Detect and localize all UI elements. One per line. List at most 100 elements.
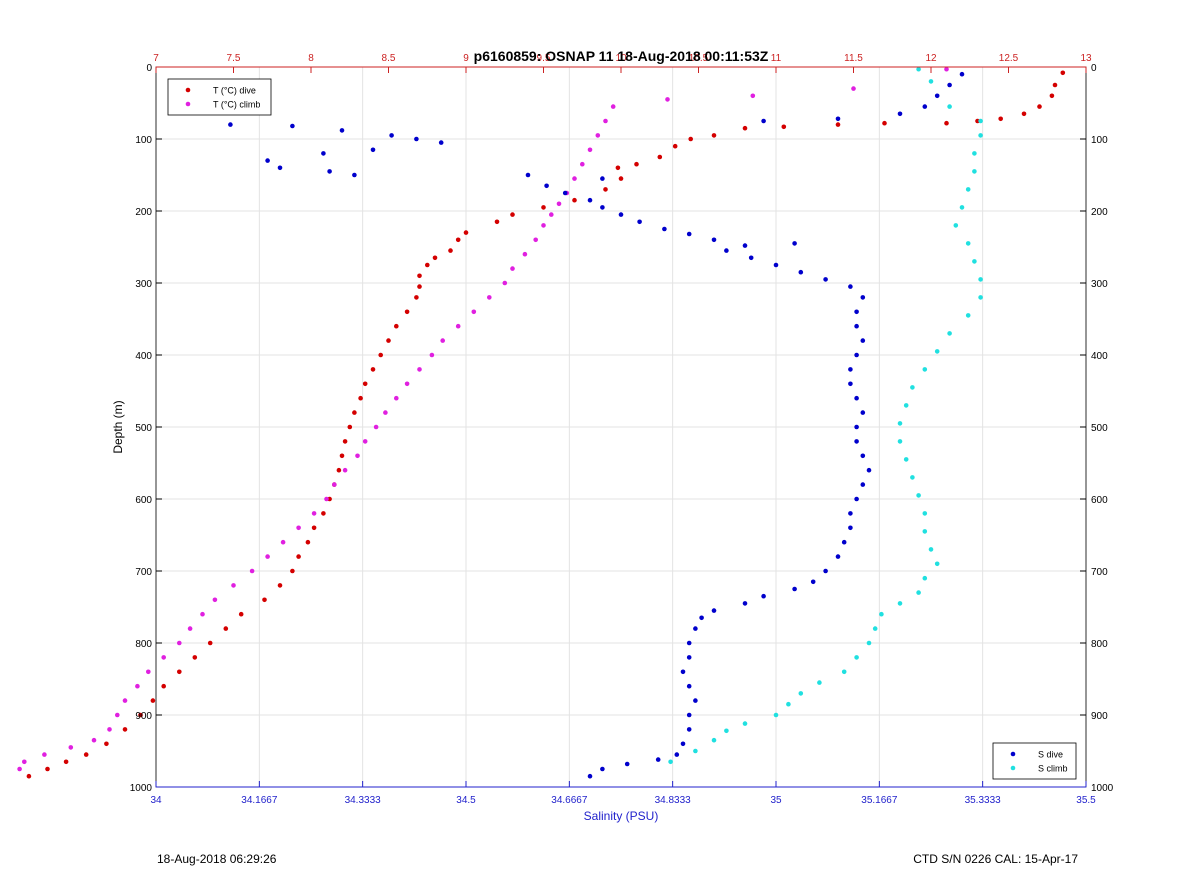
data-point — [161, 655, 166, 660]
data-point — [135, 683, 140, 689]
data-point — [161, 683, 166, 689]
data-point — [903, 403, 909, 408]
x-axis-label: Salinity (PSU) — [584, 809, 659, 823]
legend-marker — [185, 87, 191, 93]
data-point — [277, 583, 283, 588]
data-point — [603, 118, 608, 124]
data-point — [290, 123, 295, 129]
data-point — [953, 223, 959, 228]
data-point — [45, 766, 50, 772]
data-point — [672, 143, 678, 149]
data-point — [786, 701, 791, 707]
data-point — [823, 277, 828, 282]
data-point — [742, 601, 748, 606]
data-point — [414, 295, 419, 300]
data-point — [122, 698, 128, 703]
data-point — [748, 255, 754, 261]
data-point — [711, 608, 717, 613]
data-point — [311, 511, 317, 516]
data-point — [378, 352, 384, 358]
y-axis-label: Depth (m) — [111, 400, 125, 453]
data-point — [370, 147, 376, 153]
legend-marker — [185, 101, 191, 107]
data-point — [934, 349, 940, 354]
data-point — [404, 381, 410, 387]
data-point — [810, 579, 816, 585]
data-point — [959, 71, 965, 77]
y-tick-label-left: 200 — [135, 207, 152, 218]
data-point — [792, 241, 797, 246]
data-point — [525, 172, 531, 178]
y-tick-label-left: 1000 — [130, 783, 153, 794]
data-point — [146, 669, 151, 675]
temperature-tick-label: 10.5 — [689, 53, 709, 64]
data-point — [487, 295, 492, 300]
data-point — [835, 116, 841, 122]
data-point — [978, 277, 983, 282]
data-point — [972, 151, 977, 156]
data-point — [972, 169, 977, 174]
data-point — [265, 554, 270, 559]
data-point — [305, 539, 311, 545]
data-point — [866, 467, 872, 473]
data-point — [922, 511, 928, 516]
data-point — [916, 66, 921, 72]
data-point — [978, 295, 983, 300]
data-point — [934, 561, 940, 567]
data-point — [327, 169, 332, 174]
data-point — [922, 104, 928, 109]
calibration-label: CTD S/N 0226 CAL: 15-Apr-17 — [913, 852, 1078, 866]
data-point — [68, 745, 74, 750]
data-point — [177, 669, 182, 675]
data-point — [916, 493, 921, 498]
data-point — [817, 680, 822, 685]
salinity-tick-label: 35.5 — [1076, 795, 1096, 806]
y-tick-label-right: 800 — [1091, 639, 1108, 650]
data-point — [934, 93, 940, 99]
data-point — [265, 158, 270, 163]
data-point — [339, 128, 345, 133]
data-point — [352, 410, 357, 415]
data-point — [860, 482, 866, 487]
data-point — [352, 172, 357, 178]
data-point — [761, 593, 766, 599]
data-point — [798, 691, 804, 696]
data-point — [618, 176, 624, 181]
data-point — [978, 118, 983, 124]
y-tick-label-right: 0 — [1091, 63, 1097, 74]
data-point — [848, 511, 853, 516]
data-point — [541, 223, 546, 228]
data-points — [17, 66, 1066, 779]
y-tick-label-right: 1000 — [1091, 783, 1114, 794]
temperature-tick-label: 7.5 — [227, 53, 241, 64]
data-point — [618, 212, 624, 217]
data-point — [879, 611, 884, 617]
data-point — [866, 640, 872, 646]
data-point — [910, 385, 915, 390]
temperature-tick-label: 11 — [771, 53, 782, 64]
data-point — [17, 766, 22, 772]
y-tick-label-left: 0 — [146, 63, 152, 74]
data-point — [792, 586, 797, 592]
data-point — [742, 125, 748, 131]
series-2 — [228, 71, 965, 779]
data-point — [600, 766, 605, 772]
data-point — [798, 269, 804, 275]
grid-lines — [155, 66, 1087, 788]
data-point — [228, 122, 233, 127]
data-point — [686, 683, 692, 689]
data-point — [404, 309, 410, 315]
data-point — [903, 457, 909, 462]
data-point — [897, 111, 903, 117]
data-point — [680, 669, 686, 675]
data-point — [662, 226, 667, 232]
data-point — [944, 66, 949, 72]
y-tick-label-right: 900 — [1091, 711, 1108, 722]
data-point — [910, 475, 915, 480]
data-point — [417, 273, 422, 279]
data-point — [1060, 70, 1066, 76]
data-point — [370, 367, 376, 372]
data-point — [22, 759, 27, 765]
data-point — [854, 352, 859, 358]
